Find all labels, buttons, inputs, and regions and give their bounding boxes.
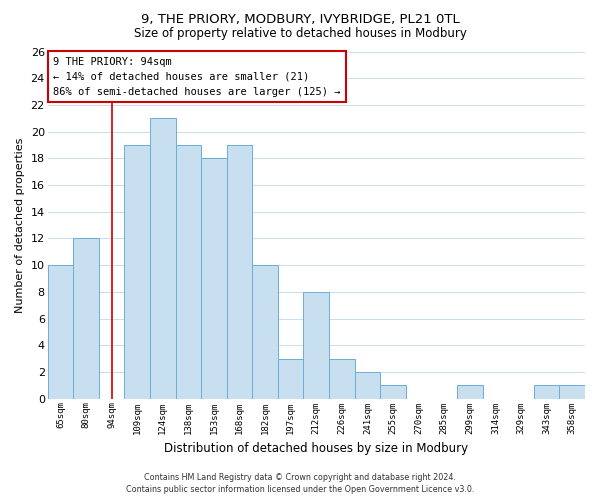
Text: 9 THE PRIORY: 94sqm
← 14% of detached houses are smaller (21)
86% of semi-detach: 9 THE PRIORY: 94sqm ← 14% of detached ho…	[53, 56, 340, 97]
Bar	[124, 145, 150, 399]
Bar	[355, 372, 380, 398]
Bar	[534, 386, 559, 398]
Bar	[380, 386, 406, 398]
Text: Size of property relative to detached houses in Modbury: Size of property relative to detached ho…	[134, 28, 466, 40]
Bar	[73, 238, 99, 398]
Bar	[559, 386, 585, 398]
Bar	[227, 145, 253, 399]
Bar	[457, 386, 482, 398]
Bar	[253, 265, 278, 398]
Bar	[150, 118, 176, 398]
Bar	[278, 358, 304, 399]
Bar	[304, 292, 329, 399]
Bar	[176, 145, 201, 399]
Bar	[201, 158, 227, 398]
Y-axis label: Number of detached properties: Number of detached properties	[15, 138, 25, 313]
Bar	[47, 265, 73, 398]
Bar	[329, 358, 355, 399]
X-axis label: Distribution of detached houses by size in Modbury: Distribution of detached houses by size …	[164, 442, 469, 455]
Text: Contains HM Land Registry data © Crown copyright and database right 2024.
Contai: Contains HM Land Registry data © Crown c…	[126, 472, 474, 494]
Text: 9, THE PRIORY, MODBURY, IVYBRIDGE, PL21 0TL: 9, THE PRIORY, MODBURY, IVYBRIDGE, PL21 …	[140, 12, 460, 26]
